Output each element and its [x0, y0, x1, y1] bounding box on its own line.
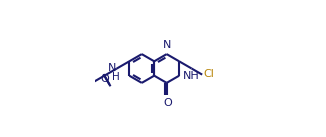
Text: N: N — [107, 63, 116, 73]
Text: Cl: Cl — [203, 69, 215, 79]
Text: H: H — [112, 72, 120, 82]
Text: O: O — [163, 98, 172, 108]
Text: NH: NH — [183, 71, 200, 81]
Text: N: N — [162, 40, 171, 50]
Text: O: O — [100, 74, 109, 84]
